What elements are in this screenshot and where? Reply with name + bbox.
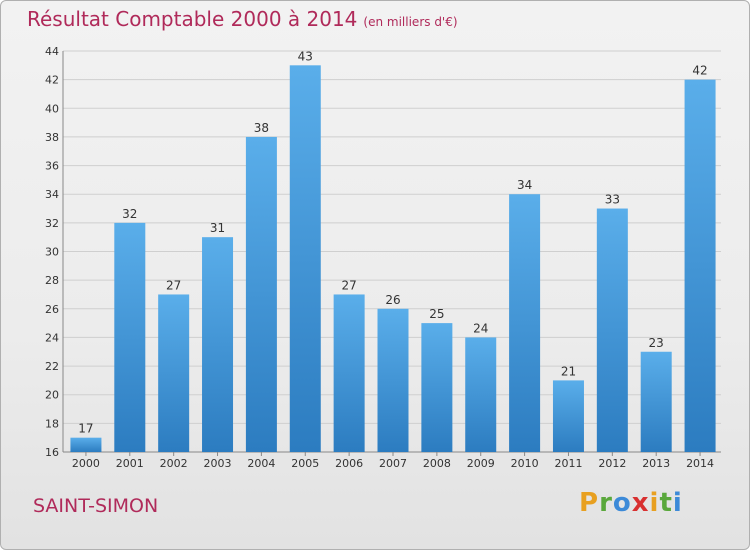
bar-2004[interactable] bbox=[245, 136, 277, 452]
y-tick-label: 44 bbox=[45, 45, 59, 58]
y-tick-label: 40 bbox=[45, 102, 59, 115]
x-tick-label: 2009 bbox=[467, 457, 495, 470]
y-tick-label: 24 bbox=[45, 331, 59, 344]
x-tick-label: 2001 bbox=[116, 457, 144, 470]
x-tick-label: 2013 bbox=[642, 457, 670, 470]
data-label: 27 bbox=[341, 278, 356, 292]
data-label: 27 bbox=[166, 278, 181, 292]
data-label: 26 bbox=[385, 293, 400, 307]
x-tick-label: 2000 bbox=[72, 457, 100, 470]
data-label: 25 bbox=[429, 307, 444, 321]
bar-2013[interactable] bbox=[640, 351, 672, 452]
data-label: 17 bbox=[78, 422, 93, 436]
logo-letter: o bbox=[612, 488, 632, 518]
chart-title: Résultat Comptable 2000 à 2014 (en millie… bbox=[27, 7, 458, 31]
bars bbox=[70, 65, 716, 453]
x-tick-label: 2012 bbox=[598, 457, 626, 470]
data-label: 34 bbox=[517, 178, 532, 192]
x-tick-label: 2008 bbox=[423, 457, 451, 470]
y-tick-label: 26 bbox=[45, 303, 59, 316]
y-tick-label: 28 bbox=[45, 274, 59, 287]
bar-2003[interactable] bbox=[202, 237, 234, 452]
x-tick-label: 2002 bbox=[160, 457, 188, 470]
x-tick-label: 2005 bbox=[291, 457, 319, 470]
bar-2002[interactable] bbox=[158, 294, 190, 452]
logo-letter: x bbox=[631, 488, 650, 518]
x-tick-label: 2014 bbox=[686, 457, 714, 470]
bar-2009[interactable] bbox=[465, 337, 497, 452]
data-label: 21 bbox=[561, 364, 576, 378]
x-tick-label: 2003 bbox=[204, 457, 232, 470]
y-tick-label: 22 bbox=[45, 360, 59, 373]
bar-2014[interactable] bbox=[684, 79, 716, 453]
data-label: 43 bbox=[298, 49, 313, 63]
x-tick-label: 2011 bbox=[554, 457, 582, 470]
bar-2007[interactable] bbox=[377, 308, 409, 452]
y-tick-label: 16 bbox=[45, 446, 59, 459]
logo-letter: i bbox=[672, 488, 683, 518]
y-tick-label: 42 bbox=[45, 74, 59, 87]
bar-2008[interactable] bbox=[421, 323, 453, 452]
bar-2011[interactable] bbox=[552, 380, 584, 452]
data-label: 33 bbox=[605, 193, 620, 207]
logo-letter: P bbox=[579, 488, 600, 518]
data-label: 38 bbox=[254, 121, 269, 135]
bar-2006[interactable] bbox=[333, 294, 365, 452]
x-tick-label: 2006 bbox=[335, 457, 363, 470]
y-tick-label: 20 bbox=[45, 389, 59, 402]
data-label: 24 bbox=[473, 321, 488, 335]
proxiti-logo[interactable]: Proxiti bbox=[579, 488, 683, 518]
place-name: SAINT-SIMON bbox=[33, 495, 159, 517]
data-label: 32 bbox=[122, 207, 137, 221]
bar-2005[interactable] bbox=[289, 65, 321, 453]
chart-subtitle: (en milliers d'€) bbox=[363, 15, 458, 29]
data-label: 23 bbox=[649, 336, 664, 350]
y-tick-label: 32 bbox=[45, 217, 59, 230]
y-tick-label: 38 bbox=[45, 131, 59, 144]
y-tick-label: 30 bbox=[45, 246, 59, 259]
y-tick-label: 36 bbox=[45, 160, 59, 173]
x-tick-label: 2004 bbox=[247, 457, 275, 470]
logo-letter: t bbox=[659, 488, 673, 518]
x-tick-label: 2010 bbox=[511, 457, 539, 470]
data-label: 31 bbox=[210, 221, 225, 235]
y-tick-label: 18 bbox=[45, 417, 59, 430]
logo-letter: r bbox=[599, 488, 613, 518]
logo-letter: i bbox=[649, 488, 660, 518]
bar-2000[interactable] bbox=[70, 437, 102, 452]
data-labels: 17 32 27 31 38 43 27 26 25 24 34 21 33 23 42 bbox=[78, 49, 707, 435]
data-label: 42 bbox=[692, 64, 707, 78]
x-tick-label: 2007 bbox=[379, 457, 407, 470]
bar-2010[interactable] bbox=[509, 194, 541, 452]
y-tick-label: 34 bbox=[45, 188, 59, 201]
bar-2001[interactable] bbox=[114, 222, 146, 452]
bar-2012[interactable] bbox=[596, 208, 628, 452]
x-axis: 2000 2001 2002 2003 2004 2005 2006 2007 2008 2009… bbox=[72, 452, 714, 470]
chart-title-text: Résultat Comptable 2000 à 2014 bbox=[27, 7, 358, 31]
